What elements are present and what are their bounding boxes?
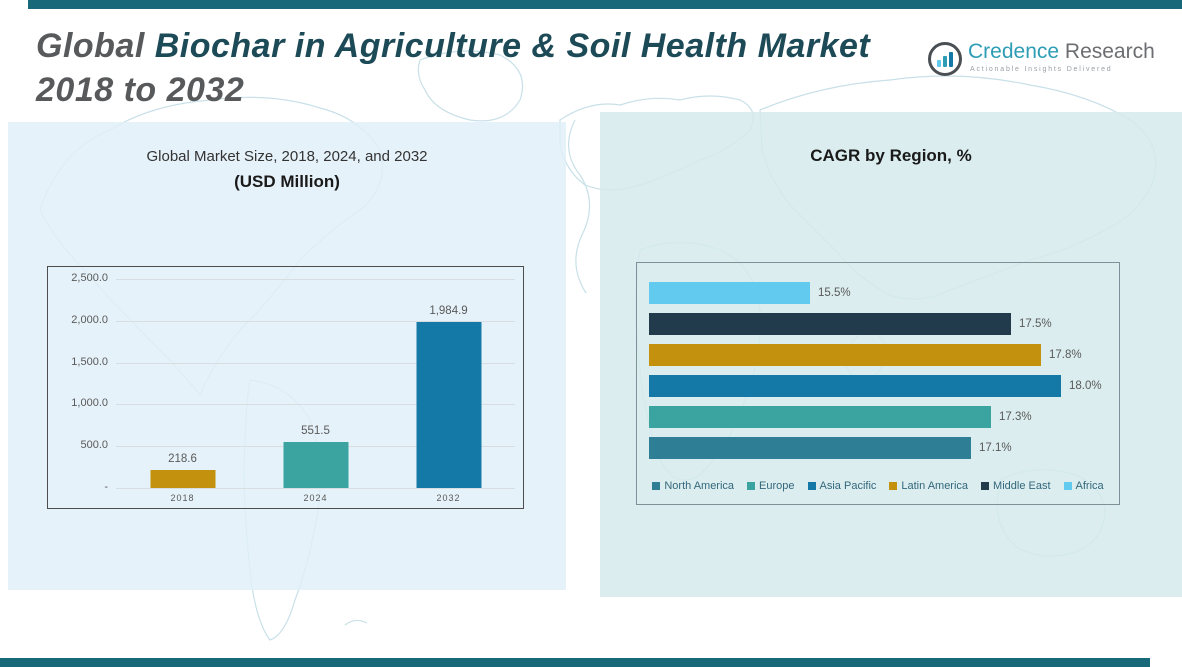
legend-label: North America: [664, 480, 735, 492]
category-label-2024: 2024: [303, 493, 328, 503]
market-size-panel: Global Market Size, 2018, 2024, and 2032…: [8, 122, 566, 590]
y-tick-label: 1,000.0: [71, 397, 108, 410]
legend-swatch: [889, 482, 898, 490]
bar-value-label: 551.5: [301, 425, 330, 437]
legend-swatch: [1063, 482, 1072, 490]
market-size-plot-area: 218.6 551.5 1,984.9: [116, 279, 515, 488]
cagr-chart-title: CAGR by Region, %: [810, 146, 972, 165]
region-bar-value: 18.0%: [1069, 380, 1102, 392]
region-bar-value: 17.8%: [1049, 349, 1082, 361]
legend-item-africa: Africa: [1063, 480, 1104, 492]
bottom-brand-strip: [0, 658, 1150, 667]
region-row-latin-america: 17.8%: [649, 344, 1113, 366]
region-row-north-america: 17.1%: [649, 437, 1113, 459]
y-tick-label: 2,000.0: [71, 313, 108, 326]
y-tick-label: -: [104, 481, 108, 493]
market-size-x-axis: 2018 2024 2032: [116, 493, 515, 503]
market-size-chart: 2,500.0 2,000.0 1,500.0 1,000.0 500.0 - 218.6…: [47, 266, 524, 509]
legend-label: Middle East: [993, 480, 1051, 492]
logo-tagline: Actionable Insights Delivered: [970, 66, 1113, 73]
bar-cell-2032: 1,984.9: [382, 279, 515, 488]
market-size-chart-subtitle: (USD Million): [234, 172, 340, 191]
header: Global Biochar in Agriculture & Soil Hea…: [36, 24, 956, 112]
legend-swatch: [747, 482, 756, 490]
credence-research-logo: Credence Research Actionable Insights De…: [928, 40, 1155, 76]
cagr-panel: CAGR by Region, % 15.5% 17.5% 17.8% 18.0% 17…: [600, 112, 1182, 597]
legend-swatch: [981, 482, 990, 490]
gridline: [116, 362, 515, 364]
legend-item-north-america: North America: [652, 480, 734, 492]
legend-item-europe: Europe: [747, 480, 795, 492]
logo-bar-3: [949, 52, 953, 67]
bar-value-label: 218.6: [168, 453, 197, 465]
category-label-2018: 2018: [170, 493, 195, 503]
region-bar-value: 17.1%: [979, 442, 1012, 454]
logo-brand-secondary: Research: [1059, 40, 1155, 63]
region-bar-asia-pacific: [649, 375, 1061, 397]
legend-swatch: [807, 482, 816, 490]
legend-item-middle-east: Middle East: [981, 480, 1051, 492]
bar-2032: [416, 322, 481, 488]
logo-bar-chart-icon: [928, 42, 962, 76]
category-label-2032: 2032: [436, 493, 461, 503]
region-bar-value: 17.5%: [1019, 318, 1052, 330]
logo-brand-primary: Credence: [968, 40, 1060, 63]
region-bar-middle-east: [649, 313, 1011, 335]
cagr-chart: 15.5% 17.5% 17.8% 18.0% 17.3% 17.1% North Ame…: [636, 262, 1120, 505]
logo-bar-1: [937, 60, 941, 67]
region-row-middle-east: 17.5%: [649, 313, 1113, 335]
legend-label: Latin America: [901, 480, 969, 492]
page-title-market: Biochar in Agriculture & Soil Health Mar…: [154, 27, 871, 65]
legend-item-asia-pacific: Asia Pacific: [807, 480, 877, 492]
region-bar-latin-america: [649, 344, 1041, 366]
gridline: [116, 279, 515, 280]
legend-label: Asia Pacific: [819, 480, 877, 492]
cagr-legend: North America Europe Asia Pacific Latin Ame…: [637, 480, 1119, 492]
y-tick-label: 2,500.0: [71, 272, 108, 284]
logo-bar-2: [943, 56, 947, 67]
legend-swatch: [652, 482, 661, 490]
bar-value-label: 1,984.9: [429, 305, 468, 317]
region-row-europe: 17.3%: [649, 406, 1113, 428]
y-tick-label: 1,500.0: [71, 355, 108, 368]
page-title: Global Biochar in Agriculture & Soil Hea…: [36, 24, 956, 112]
bar-cell-2024: 551.5: [249, 279, 382, 488]
region-bar-europe: [649, 406, 991, 428]
legend-label: Africa: [1075, 480, 1104, 492]
bar-2018: [150, 470, 215, 488]
market-size-chart-title: Global Market Size, 2018, 2024, and 2032: [146, 148, 428, 165]
region-row-africa: 15.5%: [649, 282, 1113, 304]
gridline: [116, 488, 515, 489]
bar-cell-2018: 218.6: [116, 279, 249, 488]
page-title-prefix: Global: [36, 27, 155, 65]
region-bar-north-america: [649, 437, 971, 459]
cagr-plot-area: 15.5% 17.5% 17.8% 18.0% 17.3% 17.1%: [649, 282, 1113, 468]
region-bar-value: 17.3%: [999, 411, 1032, 423]
gridline: [116, 404, 515, 406]
y-tick-label: 500.0: [80, 439, 108, 452]
top-brand-strip: [28, 0, 1182, 9]
logo-text: Credence Research Actionable Insights De…: [968, 40, 1155, 73]
legend-item-latin-america: Latin America: [889, 480, 968, 492]
bar-2024: [283, 442, 348, 488]
page-title-years: 2018 to 2032: [36, 71, 245, 109]
logo-brand-name: Credence Research: [968, 40, 1155, 64]
region-row-asia-pacific: 18.0%: [649, 375, 1113, 397]
region-bar-value: 15.5%: [818, 287, 851, 299]
region-bar-africa: [649, 282, 810, 304]
legend-label: Europe: [759, 480, 795, 492]
gridline: [116, 320, 515, 322]
